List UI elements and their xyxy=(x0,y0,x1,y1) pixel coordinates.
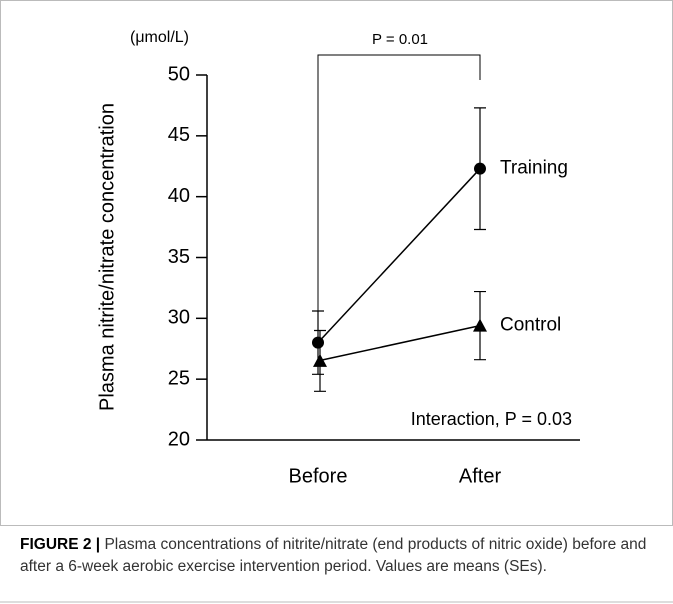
point xyxy=(474,162,486,175)
y-axis-label: Plasma nitrite/nitrate concentration xyxy=(96,103,118,411)
series-label: Control xyxy=(500,315,561,336)
unit-label: (μmol/L) xyxy=(130,29,189,46)
annotation: P = 0.01 xyxy=(372,31,428,48)
annotation: Interaction, P = 0.03 xyxy=(411,409,572,429)
caption-text: Plasma concentrations of nitrite/nitrate… xyxy=(20,536,647,575)
y-tick-label: 40 xyxy=(168,185,190,207)
significance-bracket xyxy=(317,54,481,330)
point xyxy=(313,353,327,367)
point xyxy=(473,318,487,332)
x-tick-label: After xyxy=(459,465,502,487)
x-tick-label: Before xyxy=(289,465,348,487)
point xyxy=(312,336,324,349)
y-tick-label: 35 xyxy=(168,246,190,268)
y-tick-label: 20 xyxy=(168,428,190,450)
series-line xyxy=(317,168,481,344)
series-label: Training xyxy=(500,158,568,179)
y-tick-label: 30 xyxy=(168,307,190,329)
caption-label: FIGURE 2 | xyxy=(20,536,101,553)
y-tick-label: 25 xyxy=(168,367,190,389)
series-line xyxy=(317,324,481,362)
caption: FIGURE 2 | Plasma concentrations of nitr… xyxy=(20,534,650,578)
y-tick-label: 45 xyxy=(168,124,190,146)
y-tick-label: 50 xyxy=(168,63,190,85)
